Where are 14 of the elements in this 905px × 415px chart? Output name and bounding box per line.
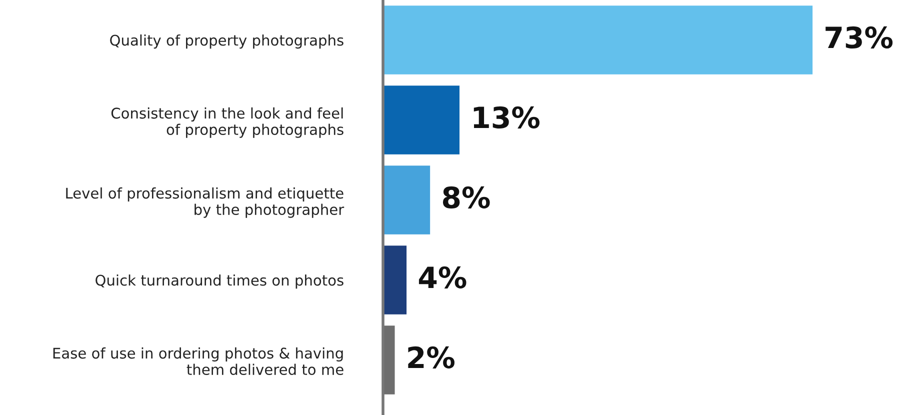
y-tick-label: Ease of use in ordering photos & having them delivered to me xyxy=(53,347,344,376)
y-tick-label: Level of professionalism and etiquette by the photographer xyxy=(66,187,344,218)
data-label: 2% xyxy=(408,346,454,368)
bar xyxy=(383,246,407,314)
bar xyxy=(383,166,430,234)
bar xyxy=(383,86,460,154)
y-tick-label: Quick turnaround times on photos xyxy=(96,274,344,289)
y-tick-label: Quality of property photographs xyxy=(110,34,344,49)
bar xyxy=(383,6,813,74)
data-label: 8% xyxy=(442,186,490,208)
y-tick-label: Consistency in the look and feel of property photographs xyxy=(111,107,344,138)
data-label: 73% xyxy=(826,26,893,48)
data-label: 13% xyxy=(474,106,540,128)
data-label: 4% xyxy=(418,266,466,288)
